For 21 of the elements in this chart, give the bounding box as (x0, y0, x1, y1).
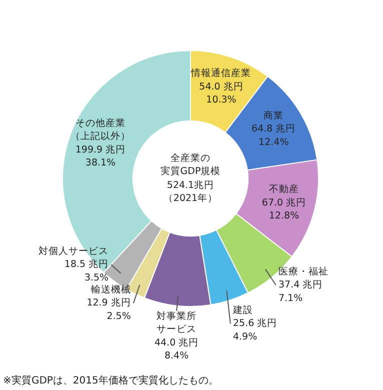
data-label: 12.9 兆円 2.5% (86, 296, 131, 322)
data-label: 199.9 兆円 38.1% (75, 143, 126, 169)
slice-label: 情報通信産業 (190, 67, 252, 80)
slice-label: 輸送機械 (90, 284, 131, 296)
text: ※実質GDPは、2015年価格で実質化したもの。 (3, 374, 218, 387)
text: 524.1兆円（2021年） (163, 178, 218, 204)
data-label: 44.0 兆円 8.4% (154, 336, 199, 362)
data-label: 25.6 兆円 4.9% (232, 317, 278, 342)
slice-label: 建設 (232, 304, 253, 316)
data-label: 64.8 兆円 12.4% (252, 122, 296, 148)
data-label: 67.0 兆円 12.8% (262, 196, 306, 222)
slice-label: 対事業所サービス (156, 310, 197, 336)
slice-label: その他産業（上記以外） (70, 117, 130, 142)
data-label: 37.4 兆円 7.1% (278, 278, 323, 304)
slice-label: 対個人サービス (38, 244, 109, 257)
slice-label: 不動産 (269, 183, 300, 196)
data-label: 18.5 兆円 3.5% (64, 258, 109, 284)
slice-label: 商業 (264, 110, 284, 122)
slice-label: 医療・福祉 (278, 265, 328, 278)
text: 全産業の実質GDP規模 (160, 152, 221, 178)
data-label: 54.0 兆円 10.3% (199, 80, 244, 106)
